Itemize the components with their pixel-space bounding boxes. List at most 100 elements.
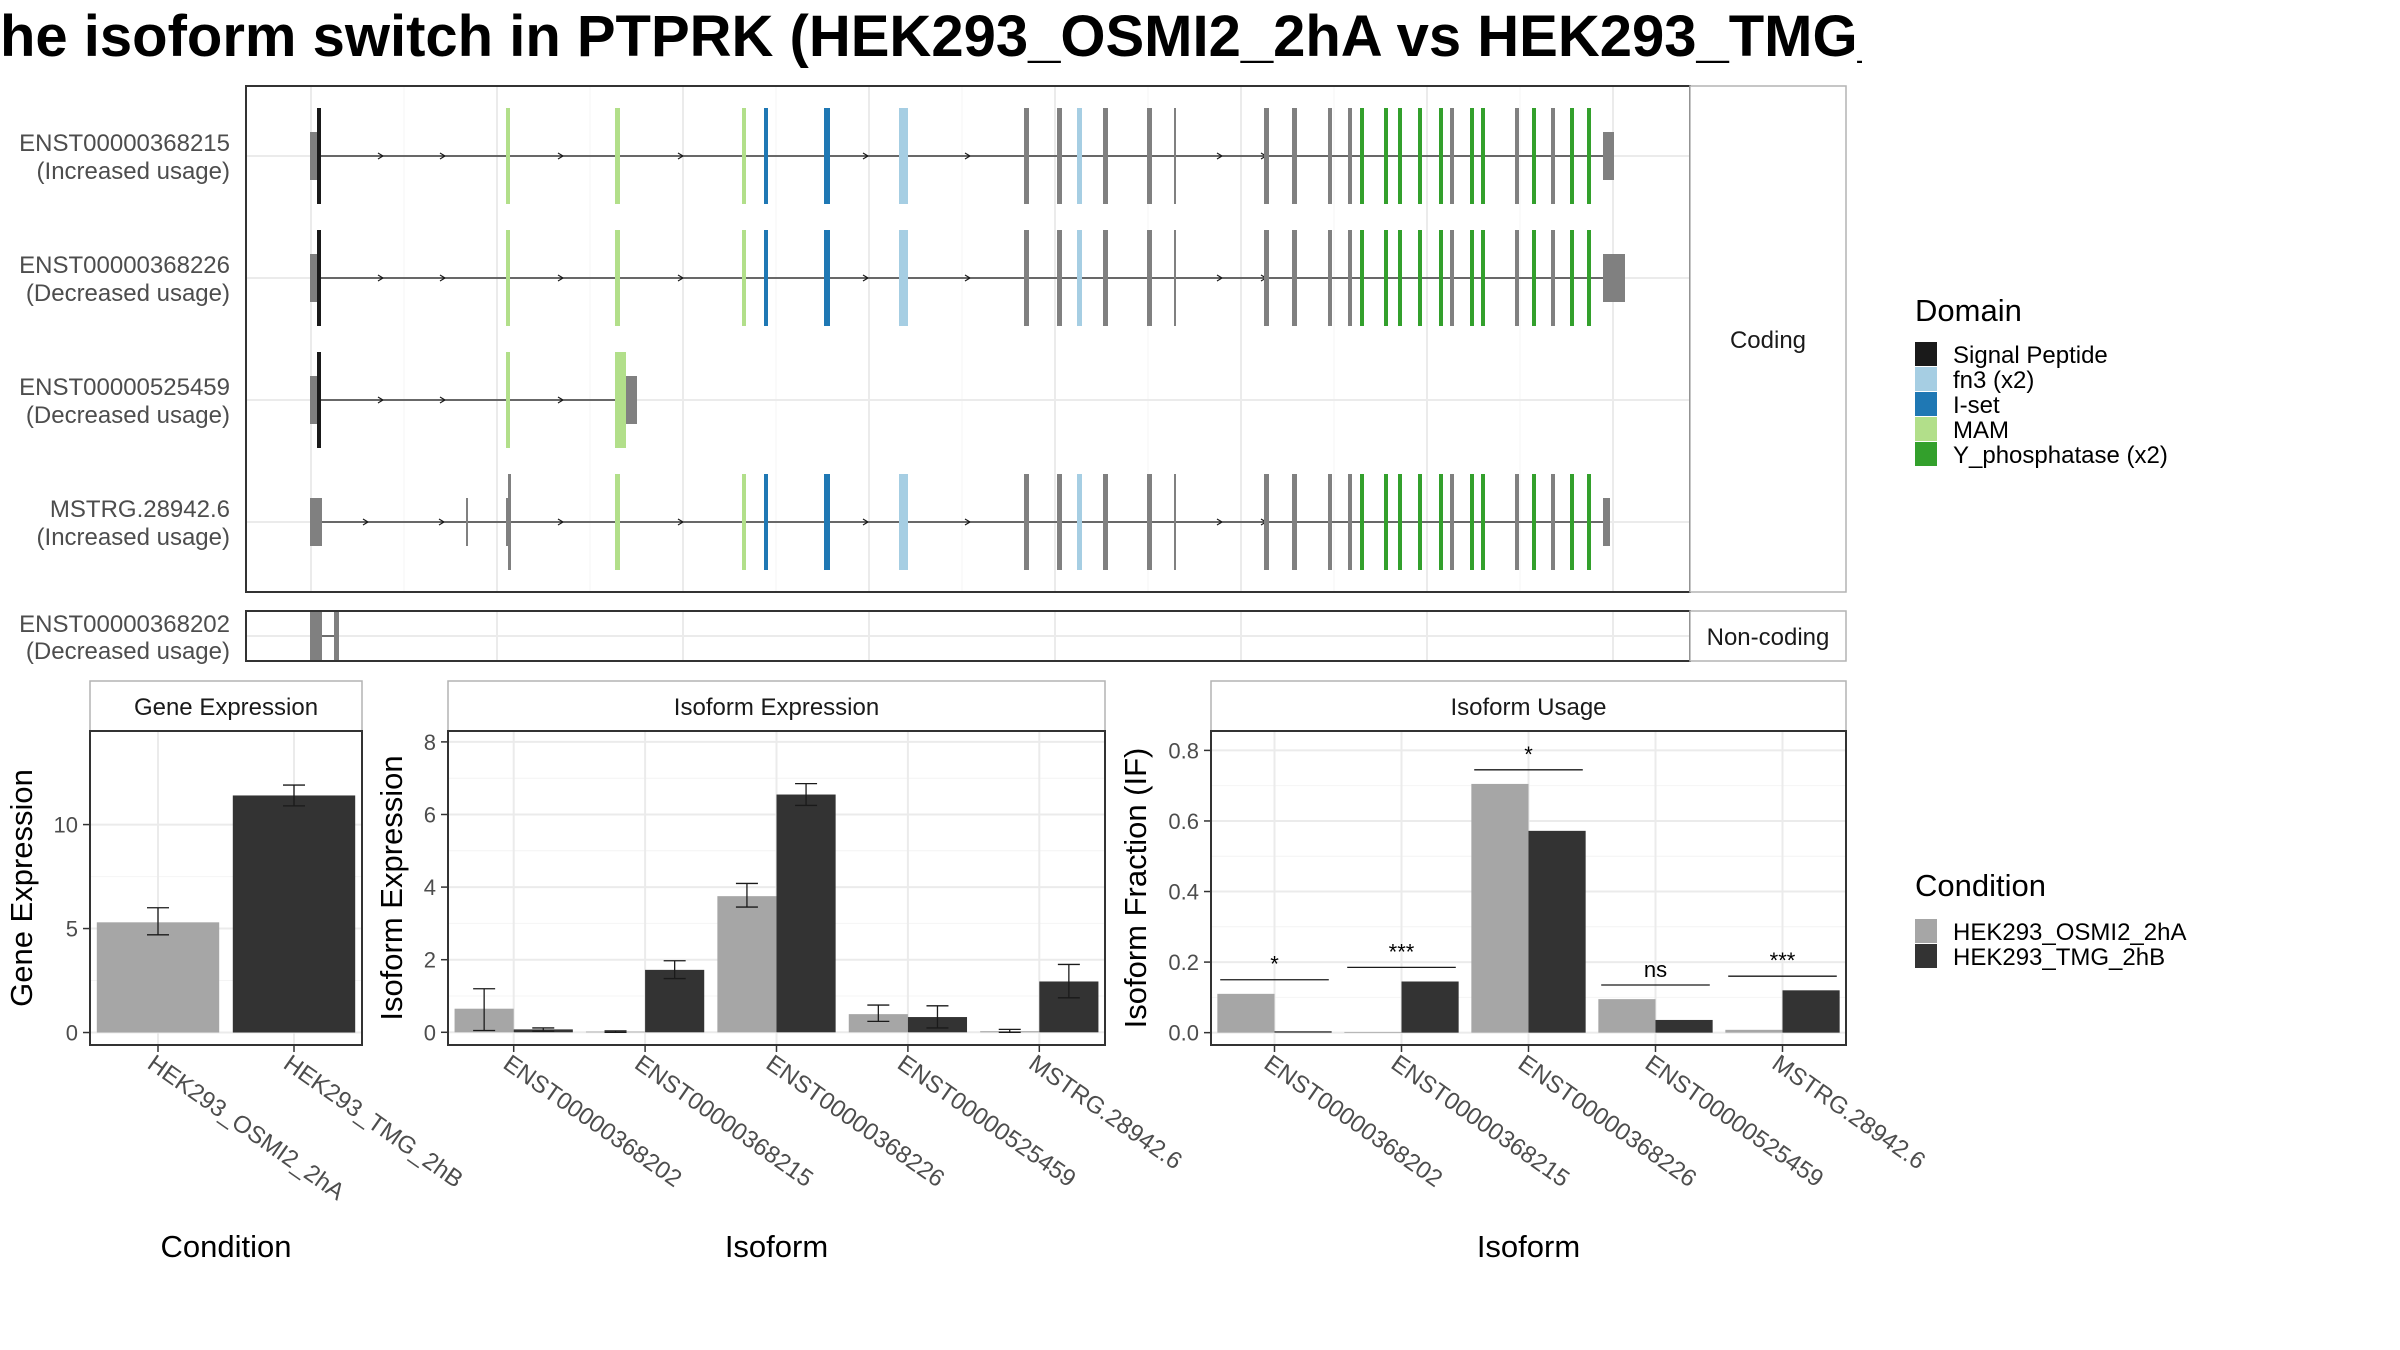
y-tick-label: 0.8 <box>1168 738 1199 763</box>
exon <box>1570 108 1574 204</box>
strand-arrow <box>1216 274 1224 282</box>
exon <box>1398 474 1402 570</box>
exon <box>615 352 620 448</box>
significance-label: *** <box>1389 939 1415 964</box>
domain-legend: Domain Signal Peptide fn3 (x2) I-set MAM… <box>1915 293 2168 469</box>
x-axis-title: Isoform <box>725 1229 828 1264</box>
significance-label: * <box>1524 742 1533 767</box>
strand-arrow <box>439 274 447 282</box>
strip-header <box>89 680 363 732</box>
exon <box>1515 230 1519 326</box>
significance-label: * <box>1270 952 1279 977</box>
strand-arrow <box>964 152 972 160</box>
exon <box>1264 474 1269 570</box>
exon <box>1328 108 1332 204</box>
y-tick-label: 0 <box>424 1020 436 1045</box>
transcript-id-label: ENST00000368202 <box>19 611 230 638</box>
exon-utr <box>317 352 321 448</box>
bar <box>1528 830 1586 1033</box>
significance-label: *** <box>1770 948 1796 973</box>
exon <box>1174 230 1176 326</box>
exon <box>1077 474 1082 570</box>
bar <box>848 1014 908 1033</box>
exon <box>1264 230 1269 326</box>
chart-panel: Isoform Usage* ****ns ***0.00.20.40.60.8EN… <box>1118 680 1930 1264</box>
strand-arrow <box>557 518 565 526</box>
transcript-id-label: ENST00000368215 <box>19 130 230 157</box>
legend-label-cond-a: HEK293_OSMI2_2hA <box>1953 919 2186 946</box>
transcript-track <box>310 230 1625 326</box>
x-axis-title: Isoform <box>1477 1229 1580 1264</box>
exon <box>1570 474 1574 570</box>
exon <box>334 612 339 660</box>
exon-utr <box>1603 132 1614 180</box>
exon <box>1481 108 1485 204</box>
legend-key-iset <box>1915 392 1937 416</box>
exon <box>824 230 830 326</box>
exon <box>1292 108 1297 204</box>
legend-key-mam <box>1915 417 1937 441</box>
strand-arrow <box>377 274 385 282</box>
strand-arrow <box>1216 518 1224 526</box>
transcript-track <box>310 352 637 448</box>
exon <box>1439 474 1443 570</box>
transcript-id-label: MSTRG.28942.6 <box>50 496 230 523</box>
bar <box>1782 990 1840 1033</box>
exon <box>742 108 746 204</box>
exon-utr <box>317 230 321 326</box>
y-axis-title: Gene Expression <box>4 769 39 1007</box>
strand-arrow <box>377 152 385 160</box>
exon <box>1515 474 1519 570</box>
chart-title: Isoform Usage <box>1450 694 1606 721</box>
y-tick-label: 6 <box>424 802 436 827</box>
legend-label-iset: I-set <box>1953 392 2000 419</box>
exon <box>1057 230 1062 326</box>
exon <box>742 230 746 326</box>
bar <box>1401 981 1459 1033</box>
exon <box>1360 230 1364 326</box>
legend-label-fn3: fn3 (x2) <box>1953 367 2034 394</box>
transcript-id-label: ENST00000368226 <box>19 252 230 279</box>
y-tick-label: 0.0 <box>1168 1021 1199 1046</box>
exon-utr <box>310 132 318 180</box>
exon <box>1348 108 1352 204</box>
strand-arrow <box>964 518 972 526</box>
exon <box>1103 108 1108 204</box>
bar <box>1274 1031 1332 1033</box>
exon <box>1481 230 1485 326</box>
condition-legend-title: Condition <box>1915 868 2046 903</box>
legend-key-y-phosphatase <box>1915 442 1937 466</box>
exon <box>1470 474 1474 570</box>
y-tick-label: 0 <box>66 1021 78 1046</box>
exon <box>1147 474 1152 570</box>
chart-title: Gene Expression <box>134 694 318 721</box>
y-axis-title: Isoform Fraction (IF) <box>1118 748 1153 1029</box>
y-tick-label: 4 <box>424 875 436 900</box>
strip-coding-label: Coding <box>1730 327 1806 354</box>
exon-utr <box>310 376 318 424</box>
transcript-usage-label: (Decreased usage) <box>26 280 230 307</box>
exon <box>1439 230 1443 326</box>
chart-panel: Isoform Expression02468ENST00000368202EN… <box>374 680 1187 1264</box>
exon <box>1587 108 1591 204</box>
exon <box>824 474 830 570</box>
exon <box>1481 474 1485 570</box>
strand-arrow <box>557 396 565 404</box>
exon <box>1570 230 1574 326</box>
exon <box>1418 230 1422 326</box>
strip-coding-box <box>1689 85 1847 593</box>
exon <box>1328 230 1332 326</box>
strand-arrow <box>439 152 447 160</box>
exon <box>1450 474 1454 570</box>
bar <box>1655 1019 1713 1033</box>
y-tick-label: 8 <box>424 730 436 755</box>
y-tick-label: 5 <box>66 917 78 942</box>
exon <box>1024 474 1029 570</box>
strand-arrow <box>557 152 565 160</box>
exon <box>1398 108 1402 204</box>
bar <box>232 795 356 1033</box>
exon-utr <box>620 352 626 448</box>
exon <box>899 474 908 570</box>
exon <box>1551 230 1555 326</box>
exon <box>764 108 768 204</box>
